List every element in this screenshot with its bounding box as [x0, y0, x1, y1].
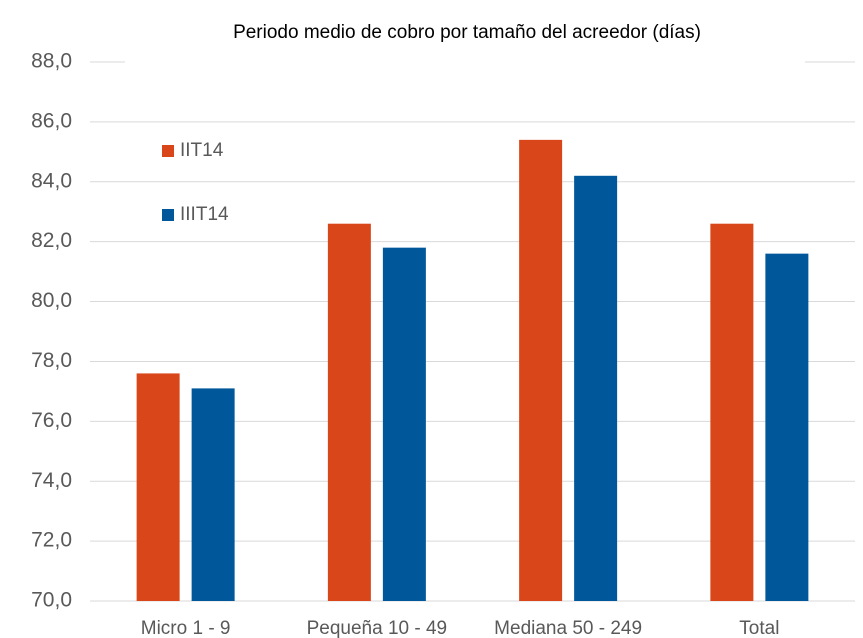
y-tick-label: 72,0	[31, 529, 72, 552]
bar	[136, 373, 180, 601]
y-tick-label: 76,0	[31, 409, 72, 432]
y-tick-label: 84,0	[31, 169, 72, 192]
bar	[710, 223, 754, 601]
legend-label: IIT14	[180, 140, 224, 161]
bar	[191, 388, 235, 601]
y-tick-label: 78,0	[31, 349, 72, 372]
x-tick-label: Total	[739, 618, 779, 638]
y-tick-label: 82,0	[31, 229, 72, 252]
title-background	[125, 40, 805, 80]
x-tick-label: Micro 1 - 9	[141, 618, 231, 638]
bar	[519, 139, 563, 601]
y-tick-label: 86,0	[31, 109, 72, 132]
bar	[327, 223, 371, 601]
x-tick-label: Pequeña 10 - 49	[307, 618, 448, 638]
legend-swatch	[162, 209, 174, 221]
bar	[382, 247, 426, 601]
y-tick-label: 80,0	[31, 289, 72, 312]
x-tick-label: Mediana 50 - 249	[494, 618, 642, 638]
legend-label: IIIT14	[180, 204, 229, 225]
legend-swatch	[162, 145, 174, 157]
chart-title: Periodo medio de cobro por tamaño del ac…	[233, 22, 701, 43]
bar	[574, 175, 618, 602]
bar	[765, 253, 809, 601]
y-tick-label: 74,0	[31, 469, 72, 492]
y-tick-label: 88,0	[31, 50, 72, 73]
y-tick-label: 70,0	[31, 589, 72, 612]
